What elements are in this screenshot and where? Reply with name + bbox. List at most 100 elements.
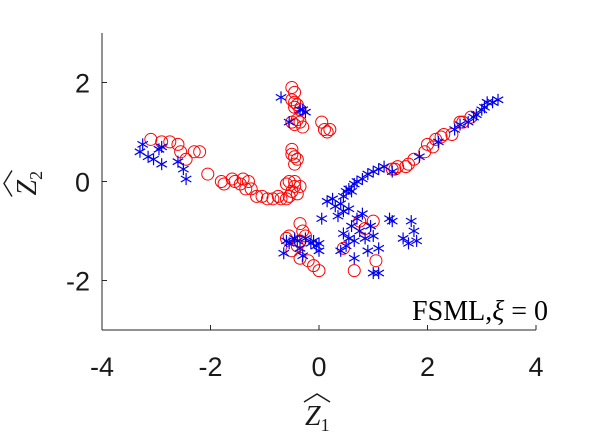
circle-point xyxy=(187,145,201,159)
asterisk-point xyxy=(278,247,290,260)
asterisk-point xyxy=(359,232,371,245)
annotation: FSML,ξ = 0 xyxy=(412,296,548,327)
asterisk-point xyxy=(354,225,366,237)
circle-point xyxy=(179,152,193,166)
asterisk-point xyxy=(397,232,409,245)
annotation-prefix: FSML, xyxy=(412,296,492,327)
asterisk-point xyxy=(462,116,474,129)
x-tick-label: -4 xyxy=(90,352,114,382)
asterisk-point xyxy=(432,135,444,148)
circle-point xyxy=(144,132,158,146)
axes: -4 -2 0 2 4 -2 0 2 xyxy=(3,33,544,403)
y-axis-label: Z2 xyxy=(12,171,46,196)
asterisk-point xyxy=(340,239,352,252)
asterisk-point xyxy=(156,140,168,153)
circle-point xyxy=(285,93,299,107)
circle-point xyxy=(271,189,285,203)
circle-point xyxy=(315,115,329,129)
annotation-suffix: = 0 xyxy=(504,296,548,327)
circle-point xyxy=(290,152,304,166)
asterisk-point xyxy=(367,267,379,280)
asterisk-point xyxy=(365,220,377,233)
circle-point xyxy=(282,175,296,188)
circle-point xyxy=(399,160,413,174)
asterisk-point xyxy=(348,234,360,247)
asterisk-point xyxy=(294,242,306,255)
circle-point xyxy=(201,167,215,181)
circle-point xyxy=(193,145,207,159)
y-label-hat xyxy=(3,170,13,197)
asterisk-point xyxy=(299,106,311,119)
asterisk-point xyxy=(337,227,349,240)
asterisk-point xyxy=(172,155,184,168)
circle-point xyxy=(225,172,239,186)
circle-point xyxy=(290,187,304,201)
asterisk-point xyxy=(148,153,160,166)
x-label-hat xyxy=(303,393,331,403)
circle-point xyxy=(307,259,321,273)
circle-point xyxy=(163,135,177,149)
asterisk-point xyxy=(297,249,309,262)
asterisk-point xyxy=(362,244,374,257)
circle-point xyxy=(239,182,253,196)
circle-point xyxy=(285,142,299,156)
circle-point xyxy=(347,264,361,278)
asterisk-point xyxy=(283,116,295,129)
circle-point xyxy=(274,192,288,206)
asterisk-point xyxy=(335,244,347,257)
asterisk-point xyxy=(283,237,295,250)
asterisk-point xyxy=(291,234,303,247)
x-axis-label-text: Z1 xyxy=(305,401,330,435)
asterisk-point xyxy=(316,212,328,225)
annotation-symbol: ξ xyxy=(492,296,504,327)
circle-point xyxy=(402,157,416,171)
asterisk-point xyxy=(299,232,311,245)
x-tick-label: 2 xyxy=(420,352,435,382)
y-tick-label: 0 xyxy=(75,168,90,198)
circle-point xyxy=(279,177,293,191)
x-tick-label: 4 xyxy=(528,352,543,382)
asterisk-point xyxy=(405,215,417,228)
circle-point xyxy=(320,125,334,139)
x-tick-label: -2 xyxy=(198,352,222,382)
circle-point xyxy=(296,120,310,134)
asterisk-point xyxy=(346,185,358,198)
asterisk-point xyxy=(386,165,398,178)
circle-point xyxy=(437,127,451,141)
circle-point xyxy=(217,177,231,191)
circle-point xyxy=(323,123,337,137)
circle-point xyxy=(317,123,331,137)
asterisk-point xyxy=(470,108,482,121)
asterisk-point xyxy=(137,138,149,151)
asterisk-point xyxy=(356,173,368,186)
asterisk-point xyxy=(492,93,504,106)
asterisk-point xyxy=(402,237,415,250)
circle-point xyxy=(285,80,299,94)
asterisk-point xyxy=(180,173,192,186)
asterisk-point xyxy=(327,192,339,205)
asterisk-point xyxy=(373,242,385,255)
circle-point xyxy=(171,137,185,151)
asterisk-point xyxy=(408,225,420,237)
circle-point xyxy=(214,175,228,188)
circle-point xyxy=(288,150,302,164)
asterisk-point xyxy=(156,158,168,171)
asterisk-point xyxy=(275,91,287,104)
asterisk-point xyxy=(367,229,379,242)
asterisk-point xyxy=(454,118,466,131)
asterisk-point xyxy=(449,123,461,136)
data-points xyxy=(134,80,504,280)
asterisk-point xyxy=(177,163,189,176)
circle-point xyxy=(260,192,274,206)
x-axis-label: Z1 xyxy=(305,401,330,435)
asterisk-point xyxy=(348,252,360,265)
asterisk-point xyxy=(411,234,423,247)
asterisk-point xyxy=(343,202,355,215)
asterisk-point xyxy=(313,244,325,257)
asterisk-point xyxy=(481,96,493,109)
circle-point xyxy=(293,217,307,231)
circle-point xyxy=(312,264,326,278)
asterisk-point xyxy=(335,197,347,210)
circle-point xyxy=(250,189,264,203)
